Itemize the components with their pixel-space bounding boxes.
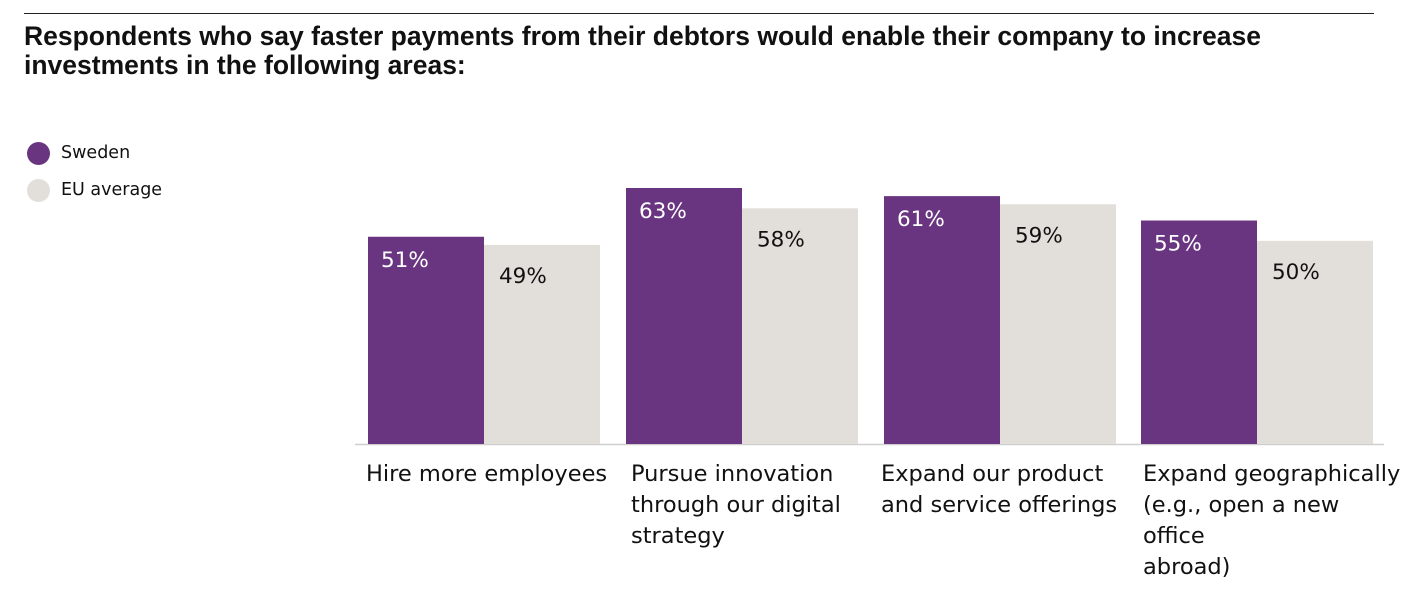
legend-label-sweden: Sweden — [61, 143, 131, 163]
bar-value-label-sweden-2: 61% — [897, 207, 945, 232]
category-label-hire: Hire more employees — [366, 461, 608, 487]
bar-sweden-3 — [1141, 220, 1257, 444]
category-label-innovation: Pursue innovation through our digital st… — [631, 461, 841, 549]
bar-value-label-eu-average-1: 58% — [757, 227, 805, 252]
bar-value-label-eu-average-3: 50% — [1272, 260, 1320, 285]
chart-title: Respondents who say faster payments from… — [24, 21, 1261, 80]
top-rule — [24, 13, 1374, 14]
legend-item-eu-average: EU average — [27, 178, 162, 202]
bar-value-label-sweden-0: 51% — [381, 248, 429, 273]
bar-value-label-eu-average-2: 59% — [1015, 223, 1063, 248]
legend: Sweden EU average — [27, 141, 162, 215]
bar-value-label-sweden-1: 63% — [639, 199, 687, 224]
bar-eu-average-3 — [1257, 240, 1373, 444]
category-label-offerings: Expand our product and service offerings — [881, 461, 1118, 518]
legend-swatch-eu-average — [27, 178, 50, 202]
bar-value-label-eu-average-0: 49% — [499, 264, 547, 289]
bar-eu-average-1 — [742, 208, 858, 444]
legend-item-sweden: Sweden — [27, 141, 162, 165]
legend-swatch-sweden — [27, 141, 50, 165]
bar-sweden-1 — [626, 188, 742, 444]
bar-sweden-0 — [368, 236, 484, 444]
bar-sweden-2 — [884, 196, 1000, 444]
bar-eu-average-2 — [1000, 204, 1116, 444]
category-label-geographic: Expand geographically (e.g., open a new … — [1143, 461, 1401, 580]
bar-value-label-sweden-3: 55% — [1154, 232, 1202, 257]
legend-label-eu-average: EU average — [61, 180, 163, 200]
bar-eu-average-0 — [484, 244, 600, 444]
